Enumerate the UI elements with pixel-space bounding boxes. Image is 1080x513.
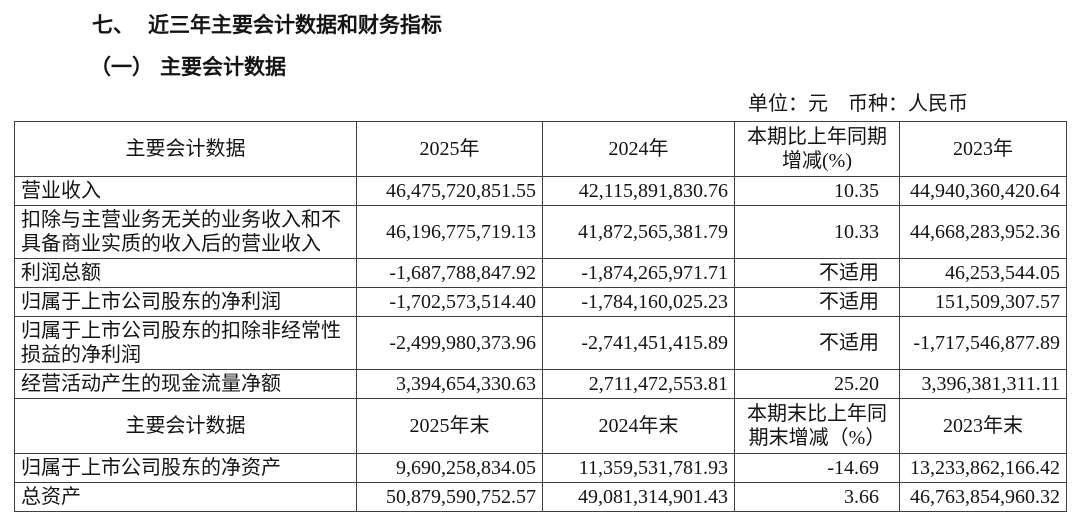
value-2023-cell: 13,233,862,166.42 (899, 453, 1067, 483)
metric-header-cell: 主要会计数据 (14, 398, 357, 454)
table-row-net-profit: 归属于上市公司股东的净利润 -1,702,573,514.40 -1,784,1… (14, 287, 1067, 317)
accounting-data-table: 主要会计数据 2025年 2024年 本期比上年同期 增减(%) 2023年 营… (14, 121, 1067, 512)
table-row-total-profit: 利润总额 -1,687,788,847.92 -1,874,265,971.71… (14, 258, 1067, 288)
change-value-cell: 3.66 (734, 482, 900, 512)
value-2025-cell: 46,196,775,719.13 (356, 205, 543, 259)
endpoint-change-header-cell: 本期末比上年同 期末增减（%） (734, 398, 900, 454)
section-title-text: 近三年主要会计数据和财务指标 (148, 13, 442, 37)
table-row-operating-cash-flow: 经营活动产生的现金流量净额 3,394,654,330.63 2,711,472… (14, 369, 1067, 399)
metric-label-cell: 归属于上市公司股东的净利润 (14, 287, 357, 317)
value-2025-cell: -2,499,980,373.96 (356, 316, 543, 370)
subsection-number: （一） (90, 55, 153, 79)
metric-label-cell: 总资产 (14, 482, 357, 512)
value-2024-cell: 49,081,314,901.43 (542, 482, 735, 512)
table-row-revenue: 营业收入 46,475,720,851.55 42,115,891,830.76… (14, 176, 1067, 206)
value-2024-cell: 2,711,472,553.81 (542, 369, 735, 399)
metric-header-cell: 主要会计数据 (14, 121, 357, 177)
yearend-2025-header-cell: 2025年末 (356, 398, 543, 454)
change-value-cell: 不适用 (734, 316, 900, 370)
section-title: 七、 近三年主要会计数据和财务指标 (92, 13, 1080, 38)
value-2025-cell: -1,687,788,847.92 (356, 258, 543, 288)
value-2024-cell: 11,359,531,781.93 (542, 453, 735, 483)
period-header-row: 主要会计数据 2025年 2024年 本期比上年同期 增减(%) 2023年 (14, 121, 1067, 177)
value-2023-cell: 3,396,381,311.11 (899, 369, 1067, 399)
change-value-cell: 25.20 (734, 369, 900, 399)
subsection-title: （一） 主要会计数据 (90, 55, 1080, 80)
value-2025-cell: 50,879,590,752.57 (356, 482, 543, 512)
value-2023-cell: 151,509,307.57 (899, 287, 1067, 317)
endpoint-change-header-line1: 本期末比上年同 (747, 403, 887, 425)
year-2025-header-cell: 2025年 (356, 121, 543, 177)
value-2025-cell: 3,394,654,330.63 (356, 369, 543, 399)
metric-label-cell: 归属于上市公司股东的净资产 (14, 453, 357, 483)
table-row-net-profit-excl-nonrecurring: 归属于上市公司股东的扣除非经常性损益的净利润 -2,499,980,373.96… (14, 316, 1067, 370)
value-2024-cell: -2,741,451,415.89 (542, 316, 735, 370)
section-number: 七、 (92, 13, 134, 37)
metric-label-cell: 归属于上市公司股东的扣除非经常性损益的净利润 (14, 316, 357, 370)
change-value-cell: 10.35 (734, 176, 900, 206)
change-header-cell: 本期比上年同期 增减(%) (734, 121, 900, 177)
value-2025-cell: -1,702,573,514.40 (356, 287, 543, 317)
metric-label-cell: 经营活动产生的现金流量净额 (14, 369, 357, 399)
value-2023-cell: 44,668,283,952.36 (899, 205, 1067, 259)
change-header-line2: 增减(%) (782, 150, 852, 172)
value-2023-cell: 46,253,544.05 (899, 258, 1067, 288)
value-2023-cell: 44,940,360,420.64 (899, 176, 1067, 206)
change-value-cell: 不适用 (734, 258, 900, 288)
value-2025-cell: 46,475,720,851.55 (356, 176, 543, 206)
change-value-cell: -14.69 (734, 453, 900, 483)
endpoint-header-row: 主要会计数据 2025年末 2024年末 本期末比上年同 期末增减（%） 202… (14, 398, 1067, 454)
value-2023-cell: -1,717,546,877.89 (899, 316, 1067, 370)
endpoint-change-header-line2: 期末增减（%） (748, 427, 886, 449)
value-2024-cell: -1,874,265,971.71 (542, 258, 735, 288)
change-value-cell: 不适用 (734, 287, 900, 317)
value-2024-cell: -1,784,160,025.23 (542, 287, 735, 317)
value-2024-cell: 41,872,565,381.79 (542, 205, 735, 259)
metric-label-cell: 扣除与主营业务无关的业务收入和不具备商业实质的收入后的营业收入 (14, 205, 357, 259)
year-2024-header-cell: 2024年 (542, 121, 735, 177)
yearend-2024-header-cell: 2024年末 (542, 398, 735, 454)
table-row-adjusted-revenue: 扣除与主营业务无关的业务收入和不具备商业实质的收入后的营业收入 46,196,7… (14, 205, 1067, 259)
change-header-line1: 本期比上年同期 (747, 126, 887, 148)
table-row-total-assets: 总资产 50,879,590,752.57 49,081,314,901.43 … (14, 482, 1067, 512)
yearend-2023-header-cell: 2023年末 (899, 398, 1067, 454)
value-2025-cell: 9,690,258,834.05 (356, 453, 543, 483)
metric-label-cell: 营业收入 (14, 176, 357, 206)
value-2023-cell: 46,763,854,960.32 (899, 482, 1067, 512)
year-2023-header-cell: 2023年 (899, 121, 1067, 177)
metric-label-cell: 利润总额 (14, 258, 357, 288)
subsection-title-text: 主要会计数据 (160, 55, 286, 79)
change-value-cell: 10.33 (734, 205, 900, 259)
value-2024-cell: 42,115,891,830.76 (542, 176, 735, 206)
unit-currency-note: 单位：元 币种：人民币 (748, 93, 968, 115)
table-row-net-assets: 归属于上市公司股东的净资产 9,690,258,834.05 11,359,53… (14, 453, 1067, 483)
